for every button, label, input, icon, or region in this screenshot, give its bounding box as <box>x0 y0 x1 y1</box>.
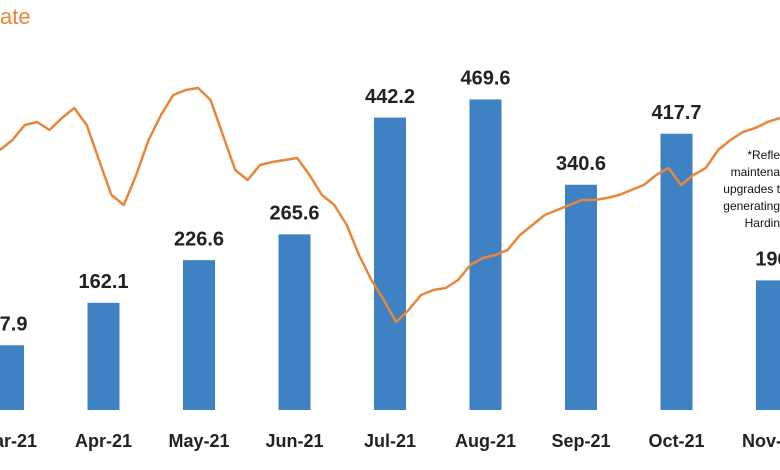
annotation: *Refle <box>747 148 780 162</box>
annotation: maintena <box>731 165 780 179</box>
bar <box>756 280 780 410</box>
value-label: 162.1 <box>78 271 128 293</box>
value-label: 442.2 <box>365 86 415 108</box>
value-label: 196 <box>755 249 780 271</box>
x-tick-label: May-21 <box>168 431 229 451</box>
x-tick-label: Sep-21 <box>551 431 610 451</box>
trend-line <box>0 86 780 324</box>
x-tick-label: Nov-21 <box>742 431 780 451</box>
annotation: upgrades t <box>723 182 780 196</box>
value-label: 340.6 <box>556 153 606 175</box>
value-label: 469.6 <box>460 68 510 90</box>
value-label: 417.7 <box>651 102 701 124</box>
x-tick-label: Jun-21 <box>265 431 323 451</box>
x-tick-label: Aug-21 <box>455 431 516 451</box>
value-label: 97.9 <box>0 314 27 336</box>
x-tick-label: Oct-21 <box>648 431 704 451</box>
bar <box>660 133 693 410</box>
annotation: generating <box>723 199 780 213</box>
bar <box>565 184 597 410</box>
bar <box>183 260 215 410</box>
bar <box>278 234 311 410</box>
value-label: 265.6 <box>269 203 319 225</box>
bar <box>87 302 120 410</box>
x-tick-label: Jul-21 <box>364 431 416 451</box>
chart-title: ate <box>0 4 31 29</box>
annotation: Hardin <box>745 216 780 230</box>
x-tick-label: Apr-21 <box>75 431 132 451</box>
bar <box>0 345 24 410</box>
value-label: 226.6 <box>174 228 224 250</box>
bar <box>374 117 406 410</box>
x-tick-label: Mar-21 <box>0 431 37 451</box>
